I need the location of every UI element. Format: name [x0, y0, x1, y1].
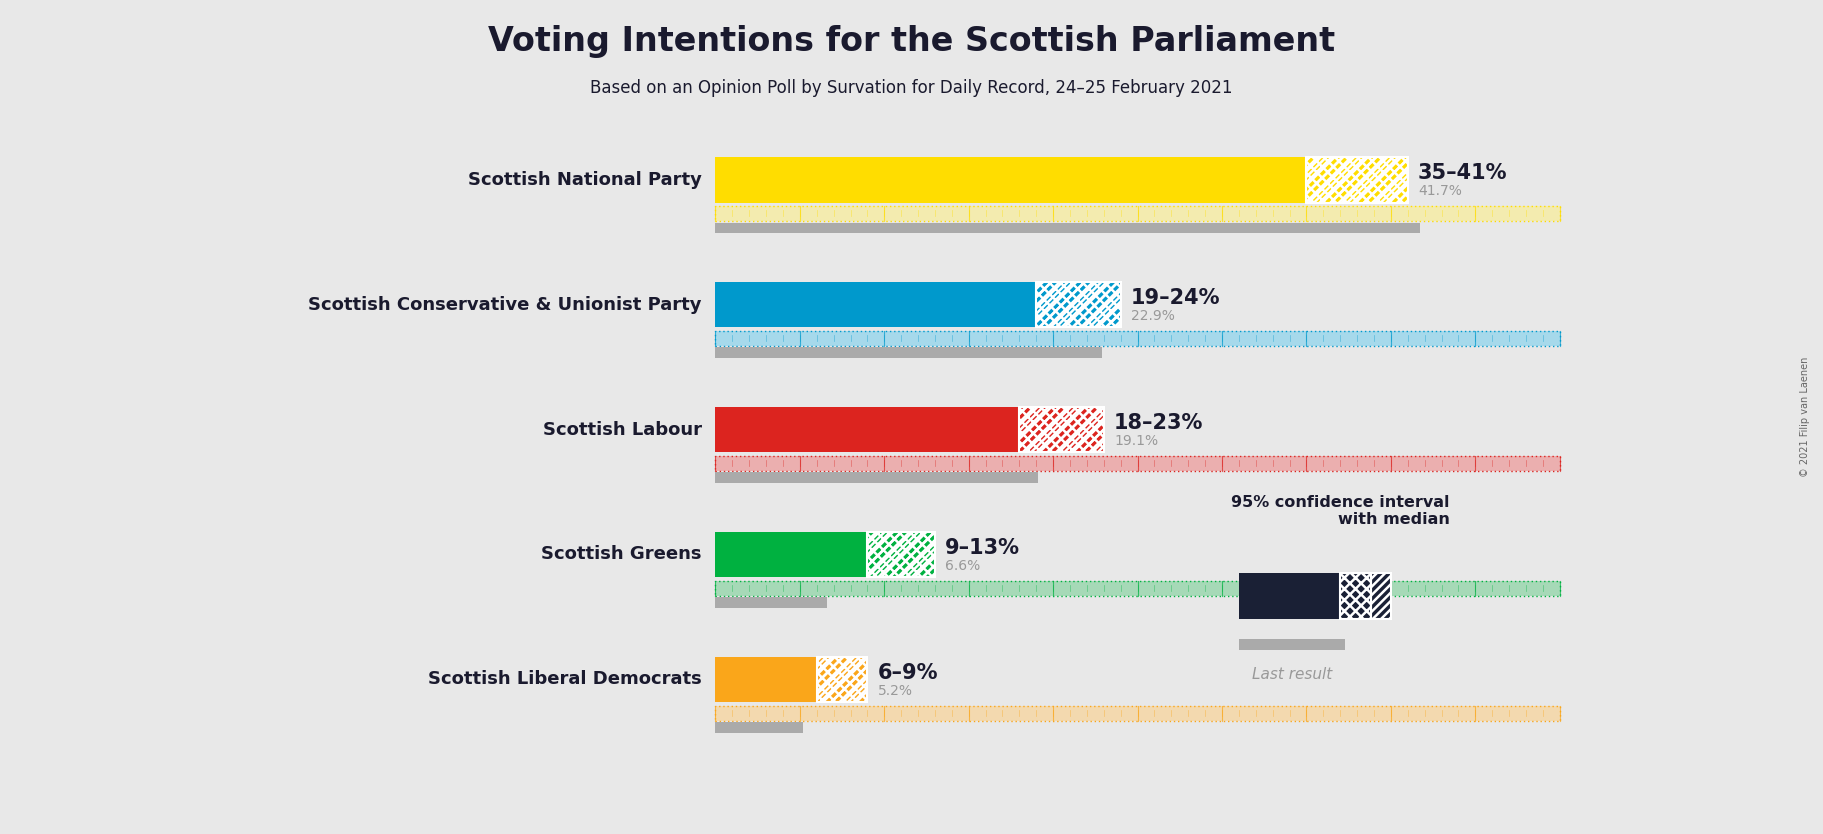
Text: 18–23%: 18–23%: [1114, 413, 1203, 433]
Bar: [1035, 282, 1121, 328]
Bar: [1035, 282, 1121, 328]
Bar: [715, 656, 817, 702]
Bar: [1371, 573, 1391, 619]
Text: Scottish Greens: Scottish Greens: [541, 545, 702, 564]
Bar: [715, 722, 804, 733]
Bar: [715, 706, 1560, 721]
Text: 19–24%: 19–24%: [1130, 288, 1220, 308]
Bar: [1240, 573, 1340, 619]
Bar: [1019, 407, 1103, 452]
Bar: [715, 223, 1420, 234]
Bar: [715, 706, 1560, 721]
Bar: [715, 206, 1560, 221]
Text: Scottish Liberal Democrats: Scottish Liberal Democrats: [428, 671, 702, 688]
Bar: [817, 656, 868, 702]
Bar: [715, 531, 868, 577]
Bar: [1035, 282, 1121, 328]
Bar: [868, 531, 935, 577]
Text: 35–41%: 35–41%: [1418, 163, 1508, 183]
Bar: [868, 531, 935, 577]
Text: 22.9%: 22.9%: [1130, 309, 1174, 323]
Bar: [817, 656, 868, 702]
Text: © 2021 Filip van Laenen: © 2021 Filip van Laenen: [1801, 357, 1810, 477]
Text: Scottish Conservative & Unionist Party: Scottish Conservative & Unionist Party: [308, 295, 702, 314]
Bar: [1371, 573, 1391, 619]
Bar: [1340, 573, 1371, 619]
Bar: [1019, 407, 1103, 452]
Bar: [715, 580, 1560, 595]
Bar: [1340, 573, 1371, 619]
Bar: [715, 455, 1560, 470]
Text: 6.6%: 6.6%: [944, 559, 981, 573]
Text: 5.2%: 5.2%: [877, 684, 913, 698]
Bar: [715, 580, 1560, 595]
Bar: [1307, 157, 1407, 203]
Bar: [1019, 407, 1103, 452]
Text: 19.1%: 19.1%: [1114, 434, 1158, 448]
Bar: [715, 331, 1560, 346]
Text: 95% confidence interval
with median: 95% confidence interval with median: [1231, 495, 1449, 527]
Bar: [715, 331, 1560, 346]
Bar: [715, 157, 1307, 203]
Bar: [1240, 639, 1345, 650]
Bar: [1307, 157, 1407, 203]
Bar: [1307, 157, 1407, 203]
Text: 6–9%: 6–9%: [877, 662, 939, 682]
Bar: [715, 597, 828, 608]
Text: 41.7%: 41.7%: [1418, 184, 1462, 198]
Bar: [715, 407, 1019, 452]
Text: 9–13%: 9–13%: [944, 538, 1021, 558]
Text: Based on an Opinion Poll by Survation for Daily Record, 24–25 February 2021: Based on an Opinion Poll by Survation fo…: [591, 79, 1232, 98]
Text: Scottish Labour: Scottish Labour: [543, 420, 702, 439]
Bar: [868, 531, 935, 577]
Text: Last result: Last result: [1252, 666, 1333, 681]
Bar: [715, 282, 1035, 328]
Bar: [715, 206, 1560, 221]
Bar: [715, 348, 1103, 359]
Text: Voting Intentions for the Scottish Parliament: Voting Intentions for the Scottish Parli…: [489, 25, 1334, 58]
Text: Scottish National Party: Scottish National Party: [469, 171, 702, 188]
Bar: [817, 656, 868, 702]
Bar: [715, 455, 1560, 470]
Bar: [715, 472, 1037, 483]
